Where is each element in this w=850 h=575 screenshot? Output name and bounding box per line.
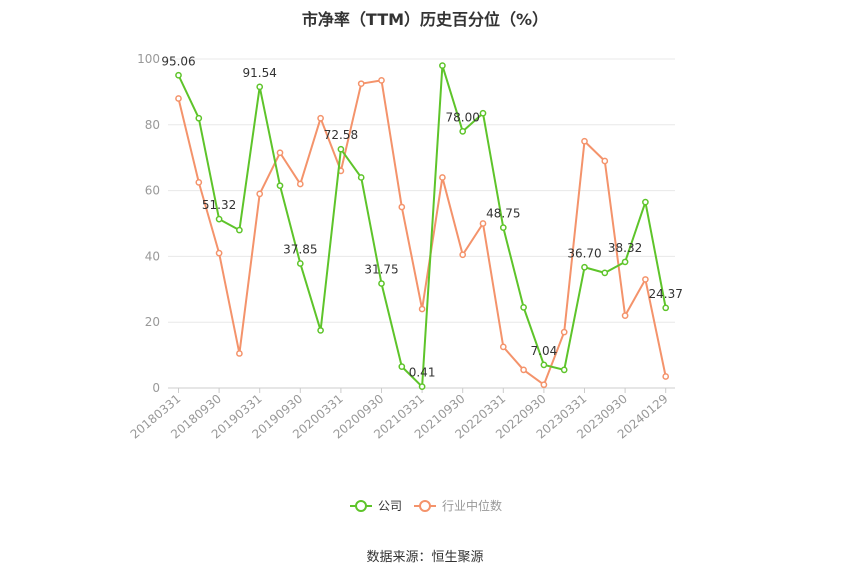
data-label: 51.32 bbox=[202, 198, 236, 212]
data-point bbox=[236, 226, 243, 234]
data-label: 72.58 bbox=[324, 128, 358, 142]
data-label: 0.41 bbox=[409, 366, 436, 380]
data-point bbox=[540, 381, 548, 389]
data-point bbox=[296, 180, 304, 188]
data-point bbox=[479, 220, 487, 227]
data-point bbox=[256, 190, 264, 198]
data-point bbox=[621, 312, 629, 319]
legend-label: 公司 bbox=[378, 499, 402, 513]
data-point bbox=[378, 77, 385, 84]
data-point bbox=[601, 157, 609, 165]
data-point bbox=[276, 149, 284, 157]
data-label: 78.00 bbox=[446, 110, 480, 124]
data-point bbox=[276, 182, 284, 190]
data-point bbox=[642, 276, 649, 283]
data-point bbox=[175, 95, 182, 102]
y-tick-label: 60 bbox=[145, 184, 160, 198]
data-point bbox=[499, 343, 507, 351]
data-point bbox=[215, 249, 223, 257]
data-point bbox=[520, 304, 527, 311]
data-point bbox=[398, 203, 406, 211]
data-point bbox=[256, 83, 264, 91]
chart-title: 市净率（TTM）历史百分位（%） bbox=[301, 10, 549, 29]
data-point bbox=[418, 383, 426, 391]
legend-marker bbox=[355, 500, 367, 512]
y-tick-label: 40 bbox=[145, 249, 160, 263]
data-point bbox=[357, 174, 365, 181]
data-point bbox=[195, 179, 203, 186]
data-label: 7.04 bbox=[531, 344, 558, 358]
data-label: 36.70 bbox=[567, 246, 601, 260]
data-label: 31.75 bbox=[364, 263, 398, 277]
data-label: 48.75 bbox=[486, 207, 520, 221]
data-point bbox=[581, 263, 588, 271]
data-point bbox=[642, 198, 649, 206]
data-point bbox=[560, 366, 568, 374]
data-point bbox=[296, 260, 304, 267]
data-point bbox=[215, 215, 223, 223]
data-point bbox=[601, 269, 609, 277]
data-point bbox=[317, 327, 324, 334]
data-point bbox=[337, 145, 345, 153]
data-source: 数据来源：恒生聚源 bbox=[366, 550, 484, 565]
data-point bbox=[662, 304, 670, 312]
data-label: 91.54 bbox=[243, 66, 277, 80]
data-point bbox=[581, 137, 588, 145]
legend-label: 行业中位数 bbox=[442, 498, 502, 513]
data-point bbox=[540, 361, 548, 369]
y-tick-label: 20 bbox=[145, 315, 160, 329]
data-point bbox=[439, 174, 446, 181]
y-tick-label: 100 bbox=[137, 52, 160, 66]
data-point bbox=[175, 71, 182, 79]
data-label: 95.06 bbox=[161, 54, 195, 68]
legend-marker bbox=[419, 500, 431, 512]
data-point bbox=[398, 363, 406, 370]
data-point bbox=[479, 109, 487, 117]
data-label: 37.85 bbox=[283, 242, 317, 256]
y-tick-label: 80 bbox=[145, 118, 160, 132]
y-tick-label: 0 bbox=[152, 381, 160, 395]
data-point bbox=[195, 114, 203, 122]
data-point bbox=[357, 80, 365, 88]
data-point bbox=[662, 373, 670, 380]
legend-industry[interactable]: 行业中位数 bbox=[414, 498, 502, 513]
data-label: 38.32 bbox=[608, 241, 642, 255]
data-point bbox=[439, 62, 446, 69]
data-point bbox=[378, 280, 385, 287]
data-point bbox=[560, 328, 568, 336]
data-point bbox=[520, 366, 527, 374]
data-point bbox=[236, 350, 243, 357]
legend-company[interactable]: 公司 bbox=[350, 499, 402, 513]
data-point bbox=[621, 258, 629, 266]
series-line-industry bbox=[177, 79, 667, 386]
data-point bbox=[317, 114, 324, 122]
data-point bbox=[459, 251, 467, 259]
series-line-company bbox=[177, 64, 667, 388]
data-label: 24.37 bbox=[649, 287, 683, 301]
data-point bbox=[459, 128, 467, 135]
data-point bbox=[418, 305, 426, 313]
data-point bbox=[499, 224, 507, 231]
